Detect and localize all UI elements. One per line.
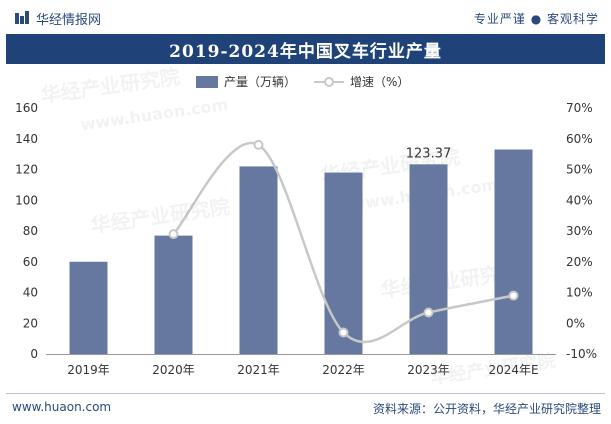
y-left-tick-label: 80 [23,224,38,238]
y-left-tick-label: 160 [15,101,38,115]
y-right-tick-label: 70% [566,101,593,115]
bar-4 [324,172,363,354]
growth-point-1 [168,229,179,240]
y-right-tick-label: -10% [566,347,597,361]
y-left-tick-label: 40 [23,286,38,300]
y-right-tick-label: 10% [566,286,593,300]
y-right-tick-label: 60% [566,132,593,146]
y-right-tick-label: 0% [566,316,585,330]
x-tick-label: 2023年 [407,363,450,377]
y-right-tick-label: 40% [566,193,593,207]
legend-label-production: 产量（万辆） [224,75,296,89]
y-left-tick-label: 20 [23,316,38,330]
x-tick-label: 2024年E [488,363,538,377]
brand-name: 华经情报网 [36,12,102,28]
legend-bar-swatch [196,76,218,88]
bar-1 [69,261,108,354]
x-tick-label: 2022年 [322,363,365,377]
bar-3 [239,166,278,354]
bar-5 [409,164,448,354]
growth-point-2 [253,139,264,150]
y-right-tick-label: 30% [566,224,593,238]
y-left-tick-label: 120 [15,163,38,177]
x-tick-label: 2021年 [237,363,280,377]
brand[interactable]: 华经情报网 [14,9,102,28]
footer-website[interactable]: www.huaon.com [12,400,112,414]
combo-chart: 产量（万辆） 增速（%） 0 20 40 60 80 100 120 140 160 -10% 0% 10… [15,75,597,377]
growth-line [172,141,514,344]
growth-point-5 [508,290,519,301]
y-right-tick-label: 50% [566,163,593,177]
y-left-tick-label: 60 [23,255,38,269]
bar-data-label: 123.37 [406,146,452,161]
footer-divider [6,393,605,394]
growth-point-4 [423,307,434,318]
legend-line-marker [324,77,334,87]
logo-icon [15,11,29,24]
y-right-tick-label: 20% [566,255,593,269]
y-left-tick-label: 0 [30,347,38,361]
y-left-tick-label: 140 [15,132,38,146]
slogan: 专业严谨 ● 客观科学 [473,12,599,26]
x-tick-label: 2020年 [152,363,195,377]
y-left-tick-label: 100 [15,193,38,207]
chart-title: 2019-2024年中国叉车行业产量 [6,34,605,64]
top-bar: 华经情报网 专业严谨 ● 客观科学 [0,0,611,34]
bar-6 [494,149,533,354]
bar-2 [154,235,193,354]
legend-label-growth: 增速（%） [350,75,409,89]
x-tick-label: 2019年 [67,363,110,377]
growth-point-3 [338,327,349,338]
footer-source: 资料来源：公开资料，华经产业研究院整理 [372,402,601,416]
